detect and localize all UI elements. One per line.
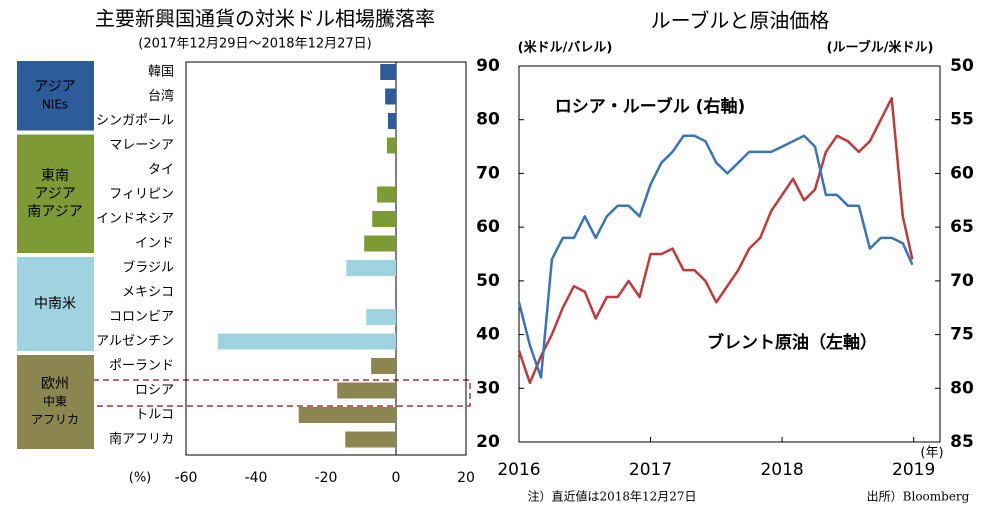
- source: 出所）Bloomberg: [867, 490, 970, 504]
- category-label: 台湾: [148, 88, 174, 104]
- group-label: アフリカ: [31, 413, 79, 427]
- y2-axis-label: (ルーブル/米ドル): [827, 40, 934, 56]
- category-label: シンガポール: [96, 114, 174, 129]
- y2-tick-label: 60: [950, 163, 974, 183]
- note: 注）直近値は2018年12月27日: [527, 489, 696, 504]
- y-axis-label: (米ドル/バレル): [518, 40, 613, 56]
- bar: [366, 309, 396, 325]
- y2-tick-label: 50: [950, 56, 974, 76]
- y-tick-label: 50: [476, 271, 500, 291]
- group-label: 中東: [43, 394, 67, 409]
- x-tick-label: 2016: [497, 460, 540, 480]
- category-label: タイ: [148, 163, 174, 178]
- y-tick-label: 40: [476, 325, 500, 345]
- chart-title: ルーブルと原油価格: [651, 9, 830, 33]
- plot-frame: [185, 61, 467, 456]
- group-label: アジア: [34, 186, 75, 202]
- category-label: メキシコ: [122, 285, 174, 300]
- group-box: [17, 355, 94, 449]
- group-label: 南アジア: [27, 204, 82, 220]
- y2-tick-label: 65: [950, 217, 974, 237]
- x-tick-label: 20: [457, 470, 475, 486]
- y-tick-label: 70: [476, 163, 500, 183]
- group-label: 東南: [41, 168, 69, 184]
- category-label: ポーランド: [109, 359, 174, 374]
- category-label: ブラジル: [122, 260, 174, 276]
- bar: [372, 211, 396, 227]
- y-tick-label: 30: [476, 378, 500, 398]
- y2-tick-label: 70: [950, 271, 974, 291]
- plot-frame: [518, 65, 941, 443]
- y-tick-label: 60: [476, 217, 500, 237]
- bar: [337, 382, 396, 399]
- bar: [217, 333, 396, 350]
- category-label: フィリピン: [109, 187, 174, 202]
- bar: [364, 235, 396, 252]
- y2-tick-label: 75: [950, 325, 974, 345]
- x-tick-label: 2017: [629, 460, 672, 480]
- group-label: アジア: [34, 79, 75, 95]
- line-series: [517, 96, 914, 385]
- bar: [380, 64, 396, 80]
- y2-tick-label: 55: [950, 110, 974, 130]
- annotation: ブレント原油（左軸）: [707, 332, 877, 353]
- annotation: ロシア・ルーブル (右軸): [555, 96, 745, 117]
- group-label: NIEs: [42, 97, 68, 111]
- category-label: インドネシア: [96, 212, 174, 227]
- group-label: 欧州: [41, 376, 69, 392]
- chart-title: 主要新興国通貨の対米ドル相場騰落率: [95, 7, 435, 31]
- y-tick-label: 80: [476, 110, 500, 130]
- line-series: [517, 134, 914, 379]
- category-label: コロンビア: [109, 310, 174, 325]
- category-label: インド: [135, 236, 174, 251]
- group-label: 中南米: [34, 296, 76, 312]
- x-tick-label: -40: [245, 470, 268, 486]
- y2-tick-label: 80: [950, 378, 974, 398]
- category-label: アルゼンチン: [96, 334, 174, 349]
- category-label: 南アフリカ: [109, 431, 174, 447]
- bar: [377, 186, 396, 203]
- category-label: ロシア: [135, 383, 174, 398]
- bar: [387, 113, 396, 129]
- group-box: [17, 61, 94, 131]
- y-tick-label: 20: [476, 432, 500, 452]
- category-label: 韓国: [148, 65, 174, 80]
- bar: [298, 407, 396, 423]
- bar: [346, 260, 396, 276]
- y2-tick-label: 85: [950, 432, 974, 452]
- x-tick-label: 2019: [892, 460, 935, 480]
- x-tick-label: 2018: [760, 460, 803, 480]
- category-label: マレーシア: [109, 138, 174, 153]
- bar: [371, 358, 396, 374]
- x-axis-label: (%): [129, 471, 152, 486]
- group-box: [17, 257, 94, 351]
- x-axis-label: (年): [920, 446, 943, 461]
- chart-subtitle: (2017年12月29日～2018年12月27日): [138, 37, 371, 52]
- y-tick-label: 90: [476, 56, 500, 76]
- x-tick-label: -60: [175, 470, 198, 486]
- bar: [345, 431, 396, 448]
- bar: [385, 88, 396, 105]
- group-box: [17, 134, 94, 253]
- bar: [386, 137, 396, 154]
- x-tick-label: 0: [392, 470, 401, 486]
- x-tick-label: -20: [315, 470, 338, 486]
- category-label: トルコ: [135, 408, 174, 423]
